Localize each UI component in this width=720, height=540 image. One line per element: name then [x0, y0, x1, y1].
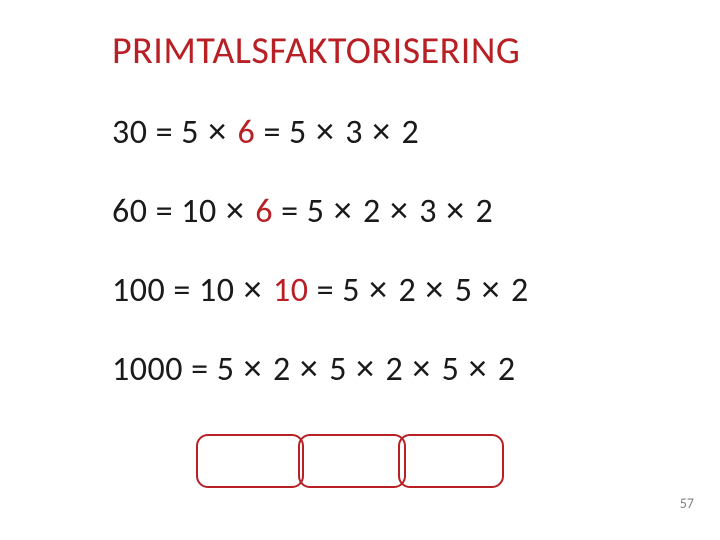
eq1-text: 2: [402, 112, 420, 153]
slide: PRIMTALSFAKTORISERING 30 = 5 × 6 = 5 × 3…: [0, 0, 720, 540]
times-icon: ×: [389, 192, 419, 230]
eq1-text: 30 = 5: [112, 112, 207, 153]
equation-4: 1000 = 5 × 2 × 5 × 2 × 5 × 2: [112, 349, 720, 390]
times-icon: ×: [225, 192, 255, 230]
eq4-text: 5: [442, 349, 468, 390]
eq1-text: 3: [345, 112, 371, 153]
eq2-text: 3: [419, 191, 445, 232]
eq3-text: 5: [455, 270, 481, 311]
times-icon: ×: [207, 113, 237, 151]
equation-2: 60 = 10 × 6 = 5 × 2 × 3 × 2: [112, 191, 720, 232]
times-icon: ×: [243, 271, 273, 309]
eq3-text: 2: [398, 270, 424, 311]
highlight-box-2: [298, 434, 406, 488]
times-icon: ×: [411, 350, 441, 388]
times-icon: ×: [445, 192, 475, 230]
times-icon: ×: [424, 271, 454, 309]
eq3-text: 2: [511, 270, 529, 311]
times-icon: ×: [481, 271, 511, 309]
times-icon: ×: [368, 271, 398, 309]
page-number: 57: [680, 495, 694, 512]
eq4-text: 1000 = 5: [112, 349, 243, 390]
eq1-text: = 5: [263, 112, 315, 153]
eq4-text: 5: [329, 349, 355, 390]
eq3-composite: 10: [273, 270, 317, 311]
eq4-text: 2: [273, 349, 299, 390]
eq3-text: = 5: [317, 270, 369, 311]
times-icon: ×: [333, 192, 363, 230]
slide-title: PRIMTALSFAKTORISERING: [112, 28, 720, 74]
eq3-text: 100 = 10: [112, 270, 243, 311]
times-icon: ×: [299, 350, 329, 388]
times-icon: ×: [355, 350, 385, 388]
equation-1: 30 = 5 × 6 = 5 × 3 × 2: [112, 112, 720, 153]
eq2-composite: 6: [255, 191, 281, 232]
eq2-text: 2: [363, 191, 389, 232]
eq2-text: = 5: [281, 191, 333, 232]
highlight-box-1: [196, 434, 304, 488]
highlight-box-3: [398, 434, 504, 488]
eq4-text: 2: [498, 349, 516, 390]
times-icon: ×: [243, 350, 273, 388]
times-icon: ×: [315, 113, 345, 151]
times-icon: ×: [371, 113, 401, 151]
eq2-text: 2: [476, 191, 494, 232]
eq2-text: 60 = 10: [112, 191, 225, 232]
eq1-composite: 6: [238, 112, 264, 153]
eq4-text: 2: [385, 349, 411, 390]
equation-3: 100 = 10 × 10 = 5 × 2 × 5 × 2: [112, 270, 720, 311]
times-icon: ×: [468, 350, 498, 388]
